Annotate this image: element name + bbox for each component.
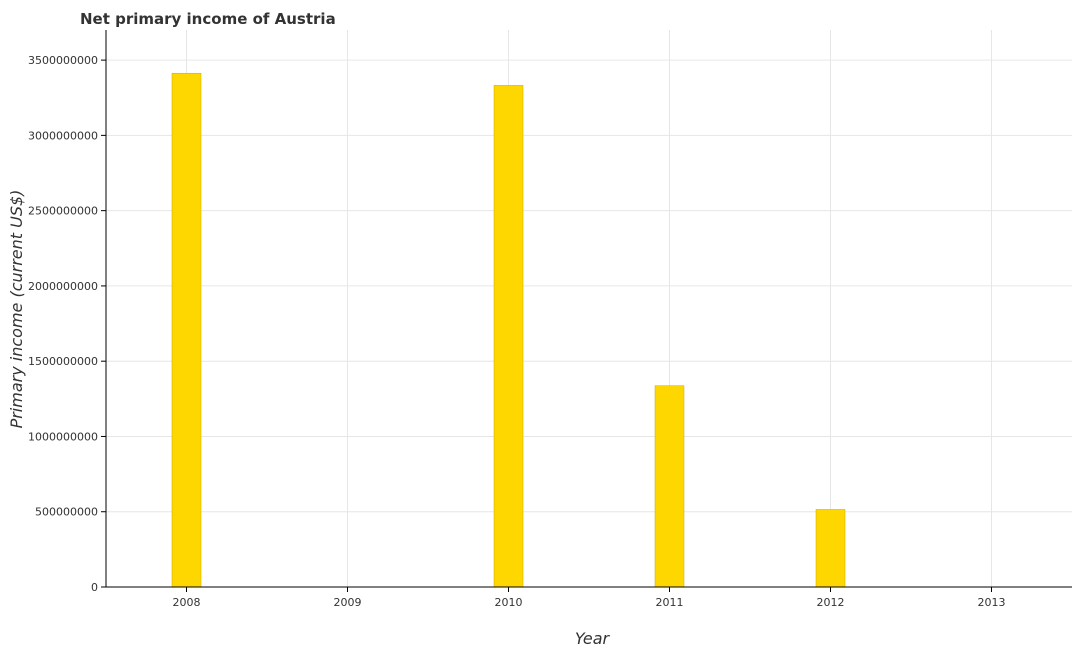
bars <box>171 72 846 588</box>
x-tick-label-2010: 2010 <box>495 596 523 609</box>
y-tick-label: 1500000000 <box>28 355 98 368</box>
grid-lines <box>106 30 1072 588</box>
bar-2011 <box>654 385 685 588</box>
axes <box>101 30 1072 592</box>
x-tick-label-2013: 2013 <box>978 596 1006 609</box>
y-tick-label: 2500000000 <box>28 205 98 218</box>
x-tick-label-2011: 2011 <box>656 596 684 609</box>
x-tick-label-2009: 2009 <box>334 596 362 609</box>
y-tick-label: 0 <box>91 581 98 594</box>
chart-title: Net primary income of Austria <box>80 10 336 28</box>
y-tick-label: 3500000000 <box>28 54 98 67</box>
y-tick-labels: 0 500000000 1000000000 1500000000 2000000000… <box>28 54 98 594</box>
x-tick-label-2008: 2008 <box>173 596 201 609</box>
y-tick-label: 500000000 <box>35 506 98 519</box>
bar-2010 <box>493 85 524 588</box>
x-axis-label: Year <box>575 629 611 648</box>
y-tick-label: 2000000000 <box>28 280 98 293</box>
x-tick-label-2012: 2012 <box>817 596 845 609</box>
y-tick-label: 3000000000 <box>28 129 98 142</box>
bar-2008 <box>171 72 202 588</box>
x-tick-labels: 2008 2009 2010 2011 2012 2013 <box>173 596 1006 609</box>
bar-2012 <box>815 509 846 588</box>
y-tick-label: 1000000000 <box>28 430 98 443</box>
y-axis-label: Primary income (current US$) <box>7 190 26 429</box>
